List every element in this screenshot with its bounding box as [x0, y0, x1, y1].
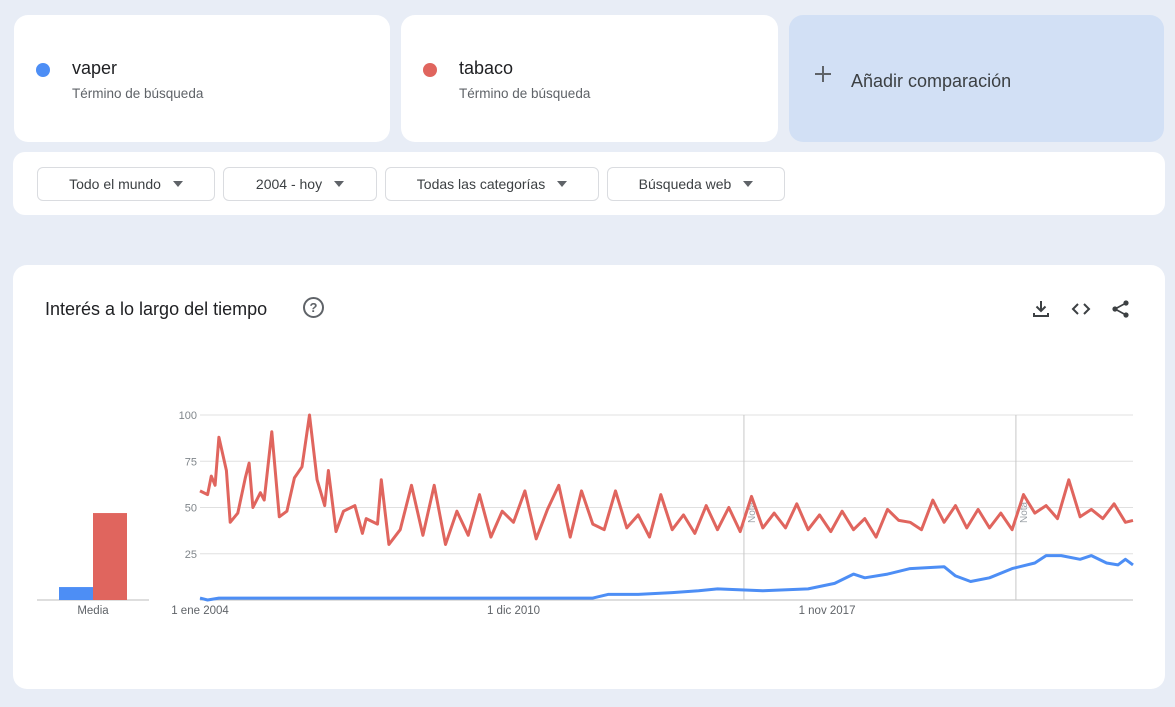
- time-range-filter[interactable]: 2004 - hoy: [223, 167, 377, 201]
- x-tick-label: 1 ene 2004: [171, 605, 229, 617]
- region-filter[interactable]: Todo el mundo: [37, 167, 215, 201]
- filter-label: Búsqueda web: [638, 176, 732, 192]
- category-filter[interactable]: Todas las categorías: [385, 167, 599, 201]
- term-name[interactable]: vaper: [72, 58, 118, 78]
- filter-label: 2004 - hoy: [255, 176, 323, 192]
- caret-down-icon: [743, 181, 754, 187]
- x-tick-label: 1 nov 2017: [799, 605, 856, 617]
- note-label: Nota: [747, 501, 758, 523]
- series-line-tabaco: [199, 413, 1134, 546]
- filter-bar: Todo el mundo 2004 - hoy Todas las categ…: [13, 152, 1165, 215]
- embed-icon[interactable]: [1070, 298, 1092, 320]
- series-color-dot: [423, 63, 437, 77]
- y-tick-label: 75: [185, 456, 197, 468]
- interest-chart: 100 75 50 25 Nota Nota 1 ene 2004 1 dic 2010 1 n…: [37, 410, 1134, 617]
- caret-down-icon: [172, 181, 183, 187]
- term-type-label: Término de búsqueda: [72, 86, 204, 101]
- note-label: Nota: [1019, 501, 1030, 523]
- y-tick-label: 25: [185, 549, 197, 561]
- term-card-tabaco[interactable]: tabaco Término de búsqueda: [401, 15, 778, 142]
- share-icon[interactable]: [1110, 298, 1132, 320]
- average-bar-tabaco: [93, 513, 127, 600]
- term-card-vaper[interactable]: vaper Término de búsqueda: [14, 15, 390, 142]
- filter-label: Todas las categorías: [416, 176, 546, 192]
- add-comparison-button[interactable]: Añadir comparación: [789, 15, 1164, 142]
- download-icon[interactable]: [1030, 298, 1052, 320]
- average-label: Media: [77, 605, 109, 617]
- plus-icon: [814, 65, 832, 83]
- caret-down-icon: [557, 181, 568, 187]
- term-name[interactable]: tabaco: [459, 58, 514, 78]
- y-tick-label: 50: [185, 503, 197, 515]
- average-bar-vaper: [59, 587, 93, 600]
- help-icon[interactable]: ?: [303, 297, 324, 318]
- series-line-vaper: [199, 554, 1134, 602]
- add-comparison-label: Añadir comparación: [851, 71, 1012, 91]
- y-tick-label: 100: [179, 410, 197, 422]
- search-type-filter[interactable]: Búsqueda web: [607, 167, 785, 201]
- series-color-dot: [36, 63, 50, 77]
- interest-over-time-card: Interés a lo largo del tiempo ? 100 75 50 2…: [13, 265, 1165, 689]
- chart-title: Interés a lo largo del tiempo: [45, 299, 268, 319]
- filter-label: Todo el mundo: [69, 176, 161, 192]
- caret-down-icon: [334, 181, 345, 187]
- x-tick-label: 1 dic 2010: [487, 605, 540, 617]
- term-type-label: Término de búsqueda: [459, 86, 591, 101]
